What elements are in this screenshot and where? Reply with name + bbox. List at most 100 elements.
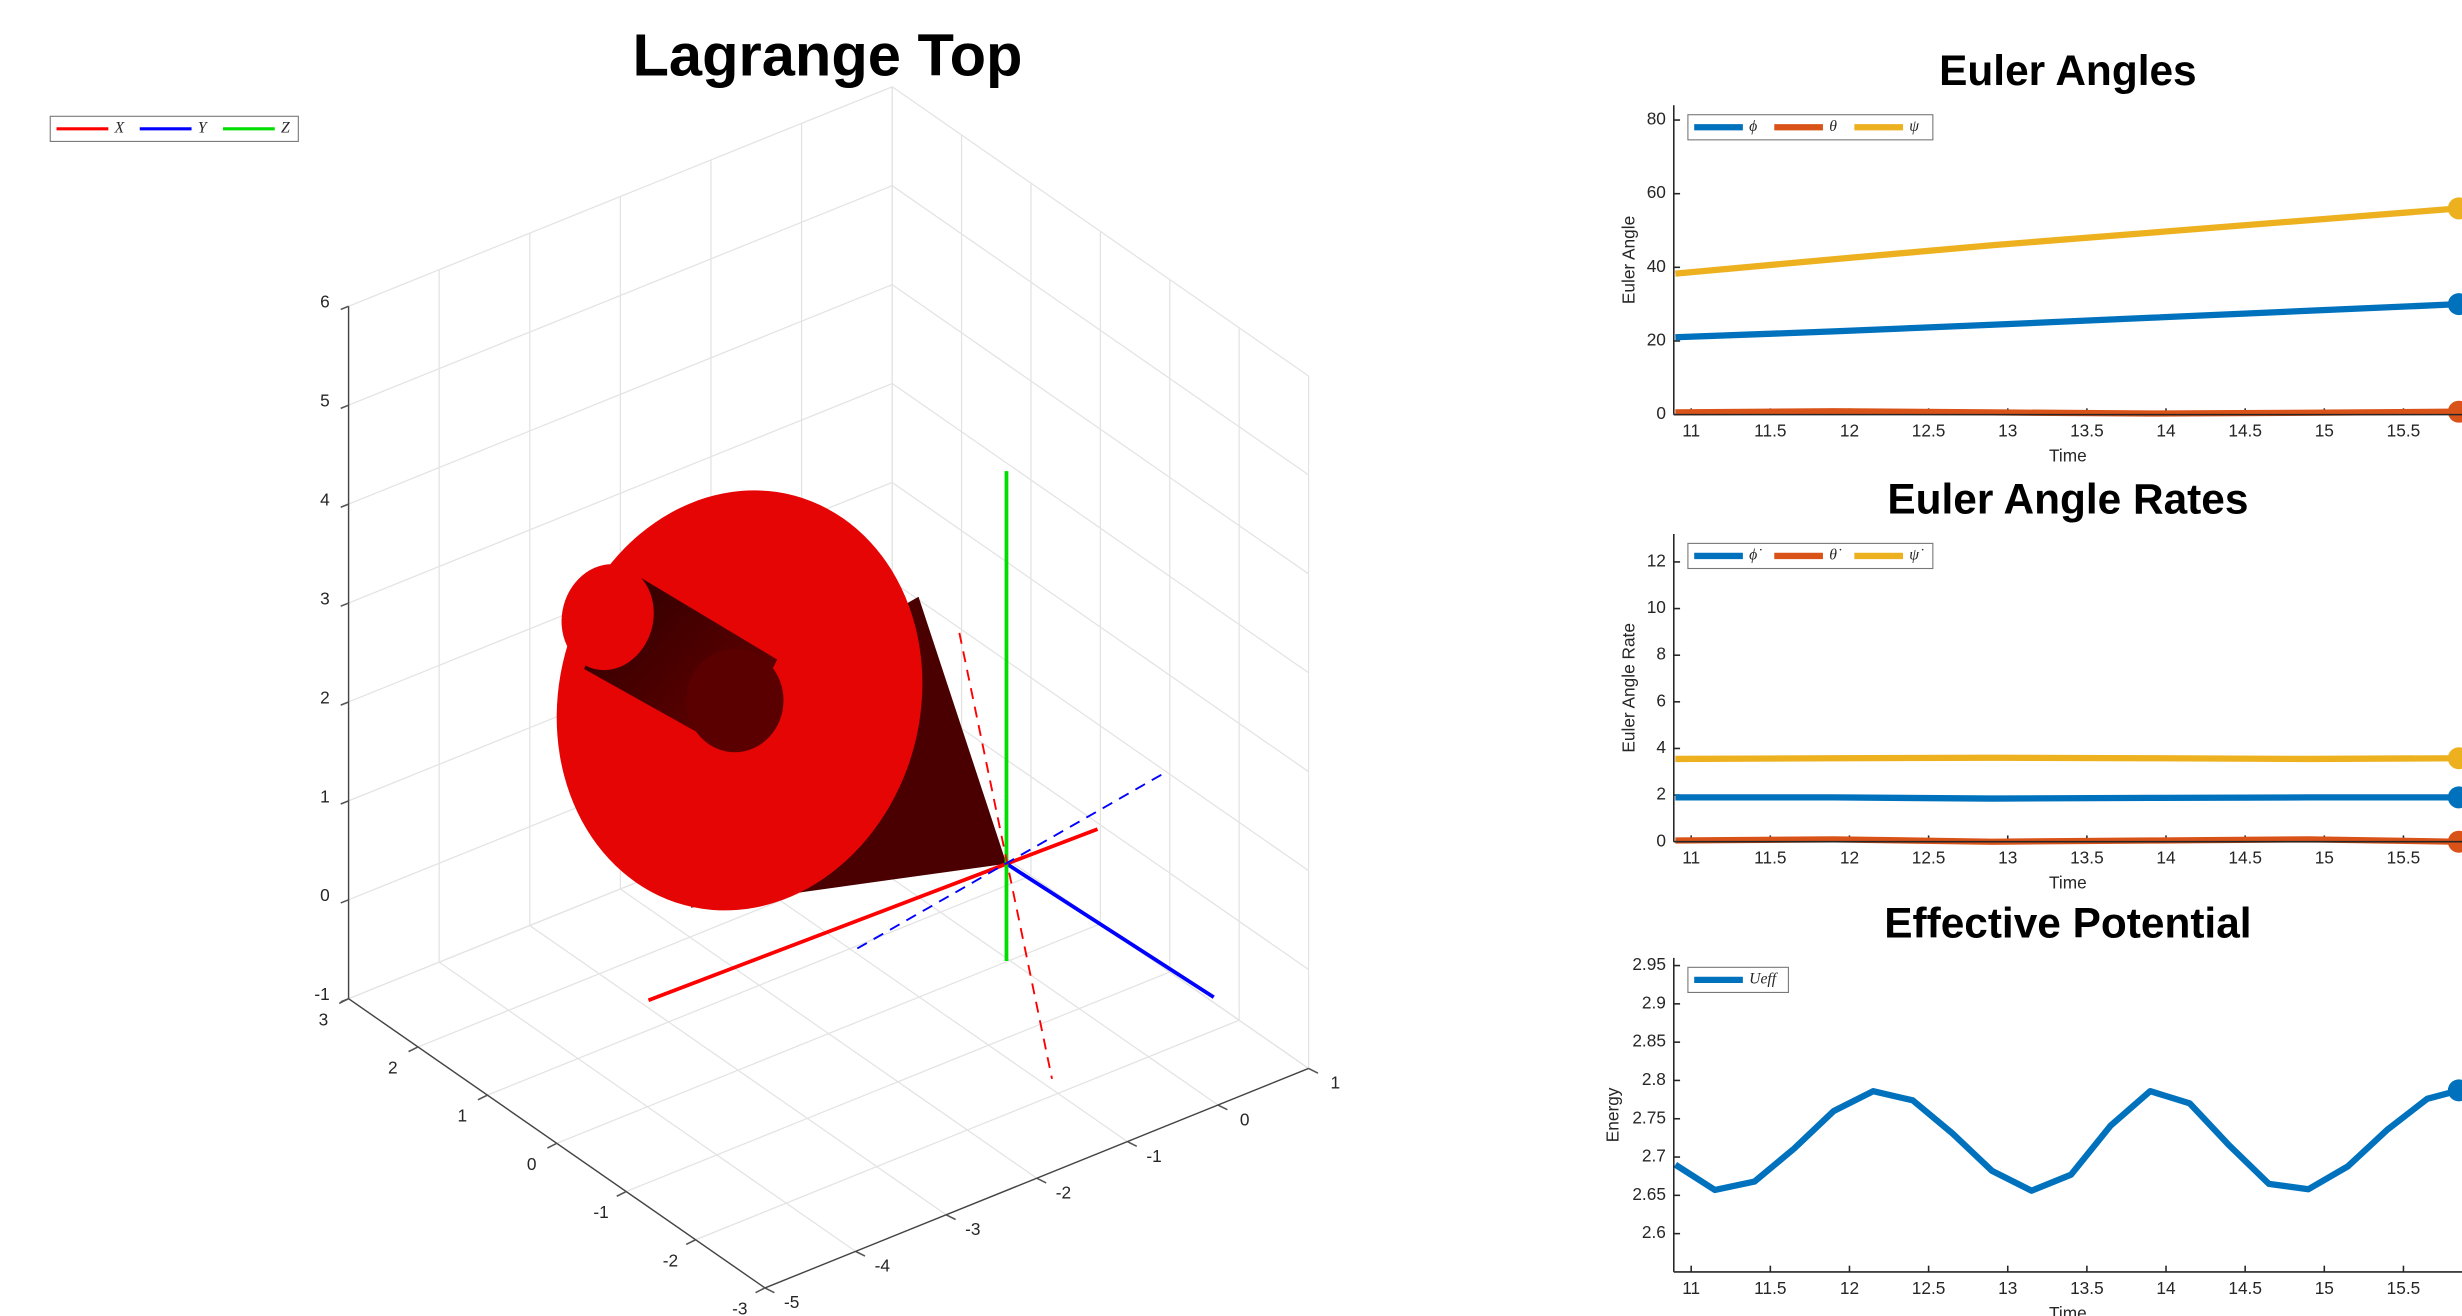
x-tick-label: 11 (1682, 848, 1700, 868)
x-tick-label: 15 (2315, 1278, 2334, 1298)
y-tick-label: 6 (1656, 690, 1666, 710)
series-line (1675, 797, 2458, 798)
y-tick-label: 40 (1647, 256, 1666, 276)
x-tick-label: 11.5 (1754, 1278, 1786, 1298)
y-tick-label: 2.6 (1642, 1222, 1666, 1242)
y-tick-label: 2.8 (1642, 1069, 1666, 1089)
x-tick-label: 12.5 (1912, 420, 1946, 440)
x-tick-label: 12.5 (1912, 1278, 1946, 1298)
x-tick-label: -2 (663, 1250, 678, 1270)
end-marker (2448, 1079, 2462, 1101)
chart-title: Effective Potential (1884, 900, 2251, 947)
chart-title: Euler Angle Rates (1887, 476, 2248, 523)
legend-label: θ (1829, 118, 1837, 135)
end-marker (2448, 786, 2462, 808)
y-axis-line (1006, 864, 1213, 997)
y-tick-label: -4 (875, 1256, 891, 1276)
y-tick-label: 80 (1647, 109, 1666, 129)
z-tick-label: 6 (320, 292, 330, 312)
x-tick-label: 12 (1840, 1278, 1859, 1298)
chart-title: Euler Angles (1939, 47, 2196, 94)
x-tick-label: 15.5 (2387, 848, 2421, 868)
y-tick-label: 8 (1656, 644, 1666, 664)
z-tick-label: 4 (320, 490, 330, 510)
series-line (1675, 1090, 2458, 1190)
x-tick-label: -1 (593, 1202, 608, 1222)
page: Lagrange Top-10123456-3-2-10123-5-4-3-2-… (0, 0, 2462, 1316)
z-tick-label: 3 (320, 588, 330, 608)
end-marker (2448, 747, 2462, 769)
z-tick-label: 1 (320, 786, 330, 806)
y-tick-label: -2 (1056, 1182, 1071, 1202)
x-tick-label: 13 (1998, 1278, 2017, 1298)
legend-label: X (114, 119, 126, 136)
figure: Lagrange Top-10123456-3-2-10123-5-4-3-2-… (0, 0, 2462, 1316)
x-tick-label: 14.5 (2228, 1278, 2262, 1298)
x-tick-label: 3 (319, 1009, 329, 1029)
y-tick (1127, 1142, 1136, 1147)
x-tick (409, 1047, 418, 1052)
z-tick (341, 900, 349, 903)
y-tick (1037, 1178, 1046, 1183)
x-tick-label: 1 (457, 1106, 467, 1126)
x-tick-label: 2 (388, 1057, 398, 1077)
z-tick-label: -1 (314, 984, 329, 1004)
x-tick-label: 15.5 (2387, 420, 2421, 440)
x-tick (617, 1192, 626, 1197)
y-axis-label: Energy (1603, 1087, 1623, 1142)
y-tick-label: 4 (1656, 737, 1666, 757)
y-tick-label: 2.65 (1632, 1184, 1666, 1204)
x-tick (686, 1240, 695, 1245)
y-tick-label: 60 (1647, 182, 1666, 202)
y-tick-label: 2.95 (1632, 954, 1666, 974)
grid-line (439, 962, 855, 1251)
end-marker (2448, 293, 2462, 315)
z-tick (341, 504, 349, 507)
x-tick-label: 14.5 (2228, 420, 2262, 440)
y-tick-label: -5 (784, 1292, 799, 1312)
x-tick-label: 13 (1998, 420, 2017, 440)
y-tick-label: 1 (1330, 1073, 1340, 1093)
x-tick-label: 14.5 (2228, 848, 2262, 868)
cylinder-end (686, 649, 783, 753)
x-tick-label: 14 (2156, 1278, 2176, 1298)
x-tick-label: 12.5 (1912, 848, 1946, 868)
y-tick (946, 1215, 955, 1220)
y-tick-label: 2 (1656, 784, 1666, 804)
x-tick-label: 12 (1840, 420, 1859, 440)
z-tick-label: 2 (320, 687, 330, 707)
legend-label: ϕ (1749, 118, 1757, 135)
x-tick (756, 1288, 765, 1293)
legend-label: Ueff (1749, 970, 1779, 987)
x-tick-label: 13.5 (2070, 1278, 2104, 1298)
x-tick-label: 11 (1682, 1278, 1700, 1298)
x-tick-label: 11.5 (1754, 848, 1786, 868)
x-axis-label: Time (2049, 1303, 2087, 1316)
series-line (1675, 758, 2458, 759)
x-tick-label: 15 (2315, 420, 2334, 440)
y-tick-label: 0 (1656, 403, 1666, 423)
z-tick (341, 306, 349, 309)
x-tick-label: 15 (2315, 848, 2334, 868)
x-tick-label: 14 (2156, 420, 2176, 440)
y-tick-label: 12 (1647, 550, 1666, 570)
y-tick-label: 0 (1240, 1109, 1250, 1129)
x-tick-label: 11 (1682, 420, 1700, 440)
z-tick-label: 5 (320, 391, 330, 411)
y-axis-label: Euler Angle (1618, 216, 1638, 304)
y-tick-label: 0 (1656, 830, 1666, 850)
x-tick-label: 15.5 (2387, 1278, 2421, 1298)
legend-label: Z (281, 119, 290, 136)
y-tick-label: 2.9 (1642, 992, 1666, 1012)
legend-label: ψ (1909, 118, 1919, 135)
z-tick (341, 801, 349, 804)
y-tick-label: 2.85 (1632, 1031, 1666, 1051)
x-tick-label: -3 (732, 1298, 747, 1316)
y-tick (1309, 1068, 1318, 1073)
y-tick-label: 10 (1647, 597, 1666, 617)
series-line (1675, 304, 2458, 337)
x-tick (478, 1095, 487, 1100)
x-axis-label: Time (2049, 873, 2087, 893)
x-tick-label: 0 (527, 1154, 537, 1174)
